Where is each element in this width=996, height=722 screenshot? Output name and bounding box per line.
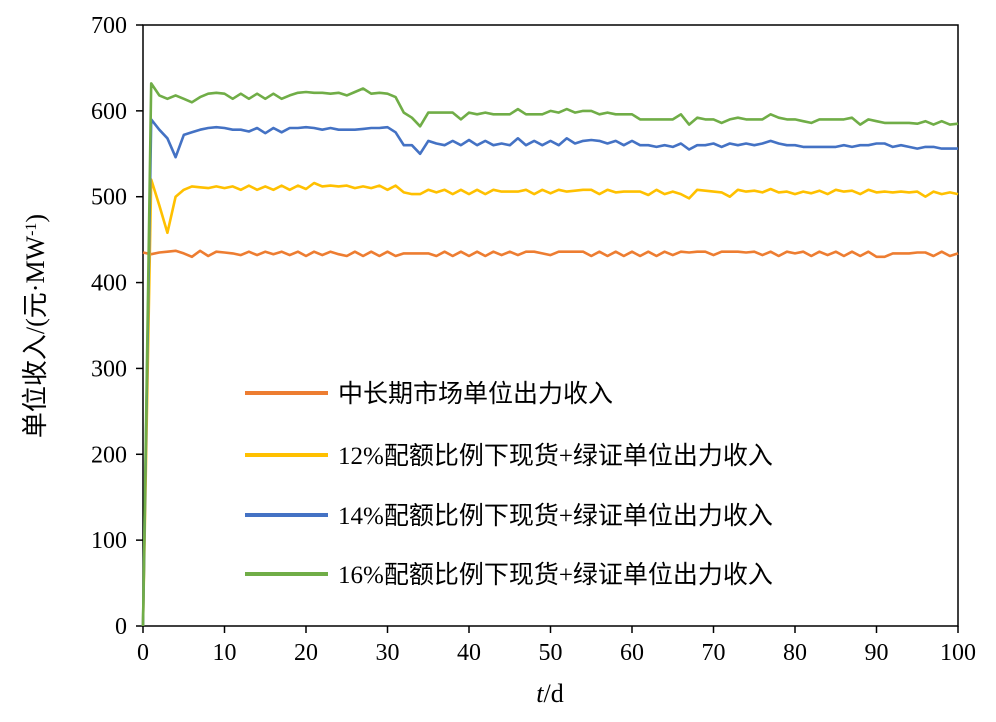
x-tick-label: 40 xyxy=(457,640,481,666)
legend-label-2: 12%配额比例下现货+绿证单位出力收入 xyxy=(338,442,773,470)
legend-label-1: 中长期市场单位出力收入 xyxy=(338,380,613,408)
y-tick-label: 100 xyxy=(91,528,127,554)
x-axis-ticks: 0 10 20 30 40 50 60 70 80 90 100 xyxy=(137,626,976,666)
y-tick-label: 0 xyxy=(115,614,127,640)
y-tick-label: 400 xyxy=(91,271,127,297)
y-axis-label: 单位收入/(元·MW-1) xyxy=(21,214,50,438)
x-axis-label: t/d xyxy=(536,679,563,708)
y-tick-label: 600 xyxy=(91,99,127,125)
x-tick-label: 10 xyxy=(213,640,237,666)
x-tick-label: 90 xyxy=(865,640,889,666)
y-axis-ticks: 0 100 200 300 400 500 600 700 xyxy=(91,13,143,640)
x-tick-label: 80 xyxy=(783,640,807,666)
y-tick-label: 300 xyxy=(91,356,127,382)
series-line-1 xyxy=(142,249,959,259)
series-line-4 xyxy=(141,82,959,627)
legend-label-3: 14%配额比例下现货+绿证单位出力收入 xyxy=(338,502,773,530)
y-tick-label: 500 xyxy=(91,185,127,211)
series-lines xyxy=(141,82,959,627)
x-tick-label: 0 xyxy=(137,640,149,666)
x-tick-label: 60 xyxy=(620,640,644,666)
y-tick-label: 200 xyxy=(91,442,127,468)
x-tick-label: 30 xyxy=(376,640,400,666)
x-tick-label: 70 xyxy=(702,640,726,666)
x-tick-label: 100 xyxy=(940,640,976,666)
series-line-2 xyxy=(141,178,959,627)
x-tick-label: 50 xyxy=(539,640,563,666)
x-tick-label: 20 xyxy=(294,640,318,666)
plot-frame xyxy=(142,24,959,627)
legend: 中长期市场单位出力收入 12%配额比例下现货+绿证单位出力收入 14%配额比例下现货… xyxy=(245,380,773,589)
y-tick-label: 700 xyxy=(91,13,127,39)
series-line-3 xyxy=(141,118,958,627)
legend-label-4: 16%配额比例下现货+绿证单位出力收入 xyxy=(338,561,773,589)
